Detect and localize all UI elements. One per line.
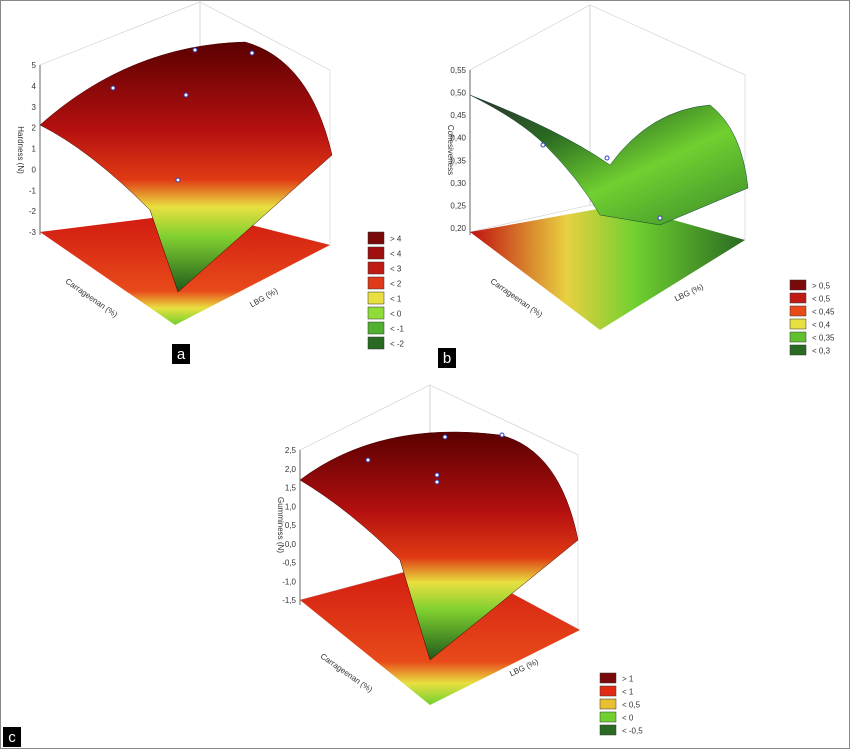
z-tick-label: -3 bbox=[29, 228, 37, 237]
z-tick-label: 0,5 bbox=[285, 521, 297, 530]
legend-swatch bbox=[599, 685, 617, 697]
panel-label: b bbox=[443, 350, 451, 367]
legend-swatch bbox=[599, 711, 617, 723]
z-axis-label: Cohesiveness bbox=[446, 125, 455, 175]
legend-label: < 2 bbox=[390, 280, 402, 289]
legend-swatch bbox=[367, 321, 385, 335]
panel-label-box bbox=[438, 348, 456, 368]
z-tick-label: 0,35 bbox=[450, 156, 466, 165]
z-tick-label: 0,40 bbox=[450, 134, 466, 143]
legend-swatch bbox=[367, 306, 385, 320]
legend-label: < 4 bbox=[390, 250, 402, 259]
z-tick-label: 4 bbox=[32, 82, 37, 91]
panel-label-box bbox=[172, 344, 190, 364]
legend-label: < 0,5 bbox=[812, 295, 831, 304]
z-tick-label: 1,5 bbox=[285, 484, 297, 493]
z-tick-label: 0,45 bbox=[450, 111, 466, 120]
legend-swatch bbox=[367, 276, 385, 290]
x-axis-label: Carrageenan (%) bbox=[64, 277, 120, 320]
panel-label: c bbox=[8, 729, 16, 746]
z-tick-label: 0,0 bbox=[285, 540, 297, 549]
x-axis-label: Carrageenan (%) bbox=[319, 652, 375, 695]
z-tick-label: 2 bbox=[32, 124, 37, 133]
z-tick-label: 2,0 bbox=[285, 465, 297, 474]
panel-c bbox=[299, 384, 580, 705]
z-tick-label: 0,30 bbox=[450, 179, 466, 188]
legend-label: > 4 bbox=[390, 235, 402, 244]
panel-label: a bbox=[177, 346, 186, 363]
legend-label: < 0,35 bbox=[812, 334, 835, 343]
legend-swatch bbox=[789, 318, 807, 330]
legend-swatch bbox=[367, 336, 385, 350]
z-tick-label: 1 bbox=[32, 145, 37, 154]
legend-swatch bbox=[789, 305, 807, 317]
z-tick-label: 0,50 bbox=[450, 89, 466, 98]
legend-label: < 0,45 bbox=[812, 308, 835, 317]
legend-label: < 1 bbox=[390, 295, 402, 304]
z-tick-label: 3 bbox=[32, 103, 37, 112]
z-tick-label: 0,20 bbox=[450, 224, 466, 233]
y-axis-label: LBG (%) bbox=[673, 282, 705, 303]
z-axis-label: Hardness (N) bbox=[16, 126, 25, 174]
legend-label: < -0,5 bbox=[622, 727, 643, 736]
legend-swatch bbox=[367, 291, 385, 305]
z-tick-label: -0,5 bbox=[282, 559, 296, 568]
legend-swatch bbox=[599, 724, 617, 736]
legend-swatch bbox=[789, 344, 807, 356]
legend-label: < 1 bbox=[622, 688, 634, 697]
legend-label: < 3 bbox=[390, 265, 402, 274]
legend-label: > 1 bbox=[622, 675, 634, 684]
legend-label: < -2 bbox=[390, 340, 405, 349]
panel-b bbox=[469, 4, 749, 330]
legend-swatch bbox=[599, 672, 617, 684]
x-axis-label: Carrageenan (%) bbox=[489, 277, 545, 320]
legend-label: > 0,5 bbox=[812, 282, 831, 291]
legend-label: < 0,3 bbox=[812, 347, 831, 356]
legend-swatch bbox=[367, 231, 385, 245]
legend-label: < 0,4 bbox=[812, 321, 831, 330]
z-axis-label: Gumminess (N) bbox=[276, 497, 285, 553]
legend-swatch bbox=[367, 261, 385, 275]
legend-swatch bbox=[789, 331, 807, 343]
z-tick-label: -1,5 bbox=[282, 596, 296, 605]
legend-swatch bbox=[789, 279, 807, 291]
legend-swatch bbox=[599, 698, 617, 710]
legend-label: < 0 bbox=[390, 310, 402, 319]
z-tick-label: 1,0 bbox=[285, 502, 297, 511]
z-tick-label: 0,25 bbox=[450, 201, 466, 210]
z-tick-label: 5 bbox=[32, 61, 37, 70]
legend-swatch bbox=[789, 292, 807, 304]
z-tick-label: 0,55 bbox=[450, 66, 466, 75]
legend-label: < 0 bbox=[622, 714, 634, 723]
legend-label: < 0,5 bbox=[622, 701, 641, 710]
z-tick-label: -1 bbox=[29, 186, 37, 195]
panel-label-box bbox=[3, 727, 21, 747]
z-tick-label: 0 bbox=[32, 165, 37, 174]
z-tick-label: 2,5 bbox=[285, 446, 297, 455]
legend-swatch bbox=[367, 246, 385, 260]
panel-a bbox=[39, 1, 333, 325]
y-axis-label: LBG (%) bbox=[248, 286, 279, 309]
z-tick-label: -1,0 bbox=[282, 577, 296, 586]
z-tick-label: -2 bbox=[29, 207, 37, 216]
legend-label: < -1 bbox=[390, 325, 405, 334]
